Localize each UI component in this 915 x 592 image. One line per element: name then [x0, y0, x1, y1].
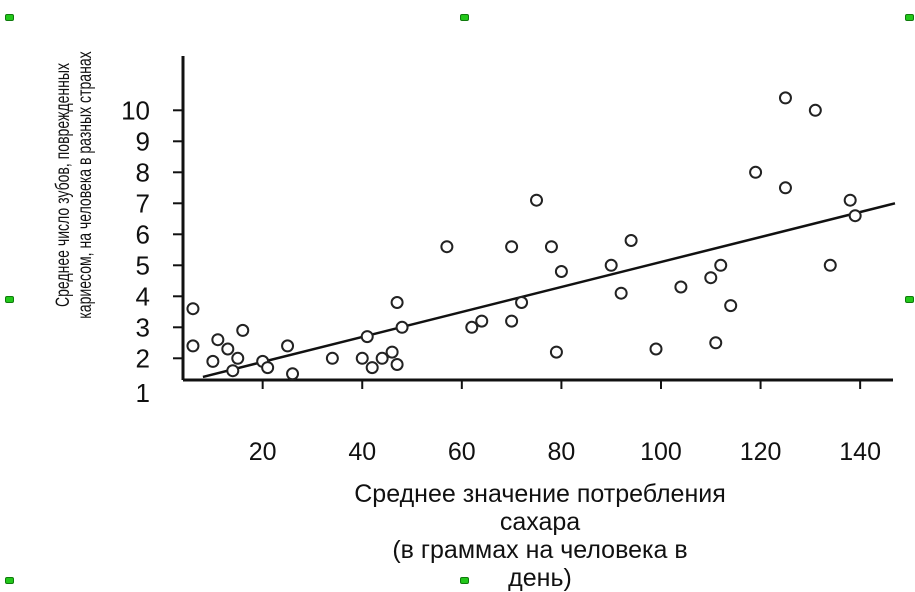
data-point — [286, 367, 300, 381]
selection-handle-bottom-left[interactable] — [5, 577, 14, 584]
data-point — [515, 296, 529, 309]
data-point — [221, 342, 235, 356]
data-point — [390, 358, 404, 371]
data-point — [649, 342, 663, 356]
data-point — [823, 258, 837, 272]
x-tick-label: 140 — [839, 438, 881, 466]
trend-line-group — [202, 202, 896, 379]
data-point — [395, 320, 409, 334]
data-point — [604, 258, 618, 272]
data-point — [186, 339, 200, 353]
selection-handle-middle-left[interactable] — [5, 296, 14, 303]
x-axis-label-line-1: Среднее значение потребления — [354, 480, 726, 508]
selection-handle-bottom-center[interactable] — [460, 577, 469, 584]
data-point — [206, 354, 220, 368]
data-point — [360, 330, 374, 344]
x-tick-label: 80 — [547, 438, 575, 466]
x-tick-label: 120 — [740, 438, 782, 466]
data-point — [385, 345, 399, 359]
x-axis-label-line-3: (в граммах на человека в — [392, 536, 688, 564]
data-point — [714, 258, 728, 272]
data-point — [186, 302, 200, 316]
data-point — [281, 339, 295, 353]
selection-handle-top-right[interactable] — [905, 14, 914, 21]
x-tick-label: 20 — [249, 438, 277, 466]
y-tick-label: 1 — [136, 378, 150, 408]
y-tick-label: 6 — [136, 219, 150, 249]
y-tick-label: 5 — [136, 250, 150, 280]
x-tick-label: 40 — [348, 438, 376, 466]
selection-handle-top-left[interactable] — [5, 14, 14, 21]
y-axis-label: Среднее число зубов, поврежденных кариес… — [52, 0, 132, 385]
data-point — [704, 271, 718, 285]
x-tick-label: 100 — [640, 438, 682, 466]
y-tick-label: 9 — [136, 126, 150, 156]
data-point — [465, 320, 479, 334]
data-point — [614, 286, 628, 300]
y-axis-label-line-2: кариесом, на человека в разных странах — [74, 51, 96, 319]
y-tick-label: 4 — [136, 281, 150, 311]
data-point — [355, 351, 369, 365]
data-point — [261, 361, 275, 375]
data-point — [624, 234, 638, 247]
data-point — [365, 361, 379, 375]
data-point — [226, 364, 240, 378]
data-point — [544, 240, 558, 254]
data-point — [505, 240, 519, 254]
data-point — [530, 193, 544, 207]
x-axis-label: Среднее значение потребления сахара (в г… — [250, 480, 830, 592]
data-point — [554, 265, 568, 278]
selection-handle-middle-right[interactable] — [905, 296, 914, 303]
y-tick-label: 7 — [136, 188, 150, 218]
data-point — [390, 296, 404, 309]
data-point — [674, 280, 688, 294]
y-tick-label: 8 — [136, 157, 150, 187]
data-point — [778, 181, 792, 195]
data-point — [724, 299, 738, 313]
y-axis-label-line-1: Среднее число зубов, поврежденных — [52, 62, 74, 308]
x-ticks: 20 40 60 80 100 120 140 — [249, 380, 881, 466]
x-axis-label-line-2: сахара — [499, 508, 581, 536]
data-point — [549, 345, 563, 359]
data-point — [236, 323, 250, 337]
y-tick-label: 3 — [136, 312, 150, 342]
y-tick-label: 2 — [136, 343, 150, 373]
x-axis-label-line-4: день) — [508, 564, 572, 592]
trend-line — [202, 202, 896, 379]
data-point — [440, 240, 454, 254]
data-point — [709, 336, 723, 350]
data-point — [211, 333, 225, 347]
data-point — [778, 91, 792, 105]
data-point — [749, 165, 763, 179]
data-point — [231, 351, 245, 365]
x-tick-label: 60 — [448, 438, 476, 466]
data-point — [375, 351, 389, 365]
data-points — [186, 91, 862, 381]
data-point — [475, 314, 489, 328]
data-point — [505, 314, 519, 328]
y-tick-label: 10 — [121, 95, 150, 125]
data-point — [808, 103, 822, 117]
data-point — [843, 193, 857, 207]
chart-axes — [181, 56, 893, 382]
selection-handle-top-center[interactable] — [460, 14, 469, 21]
data-point — [848, 209, 862, 223]
data-point — [325, 351, 339, 365]
